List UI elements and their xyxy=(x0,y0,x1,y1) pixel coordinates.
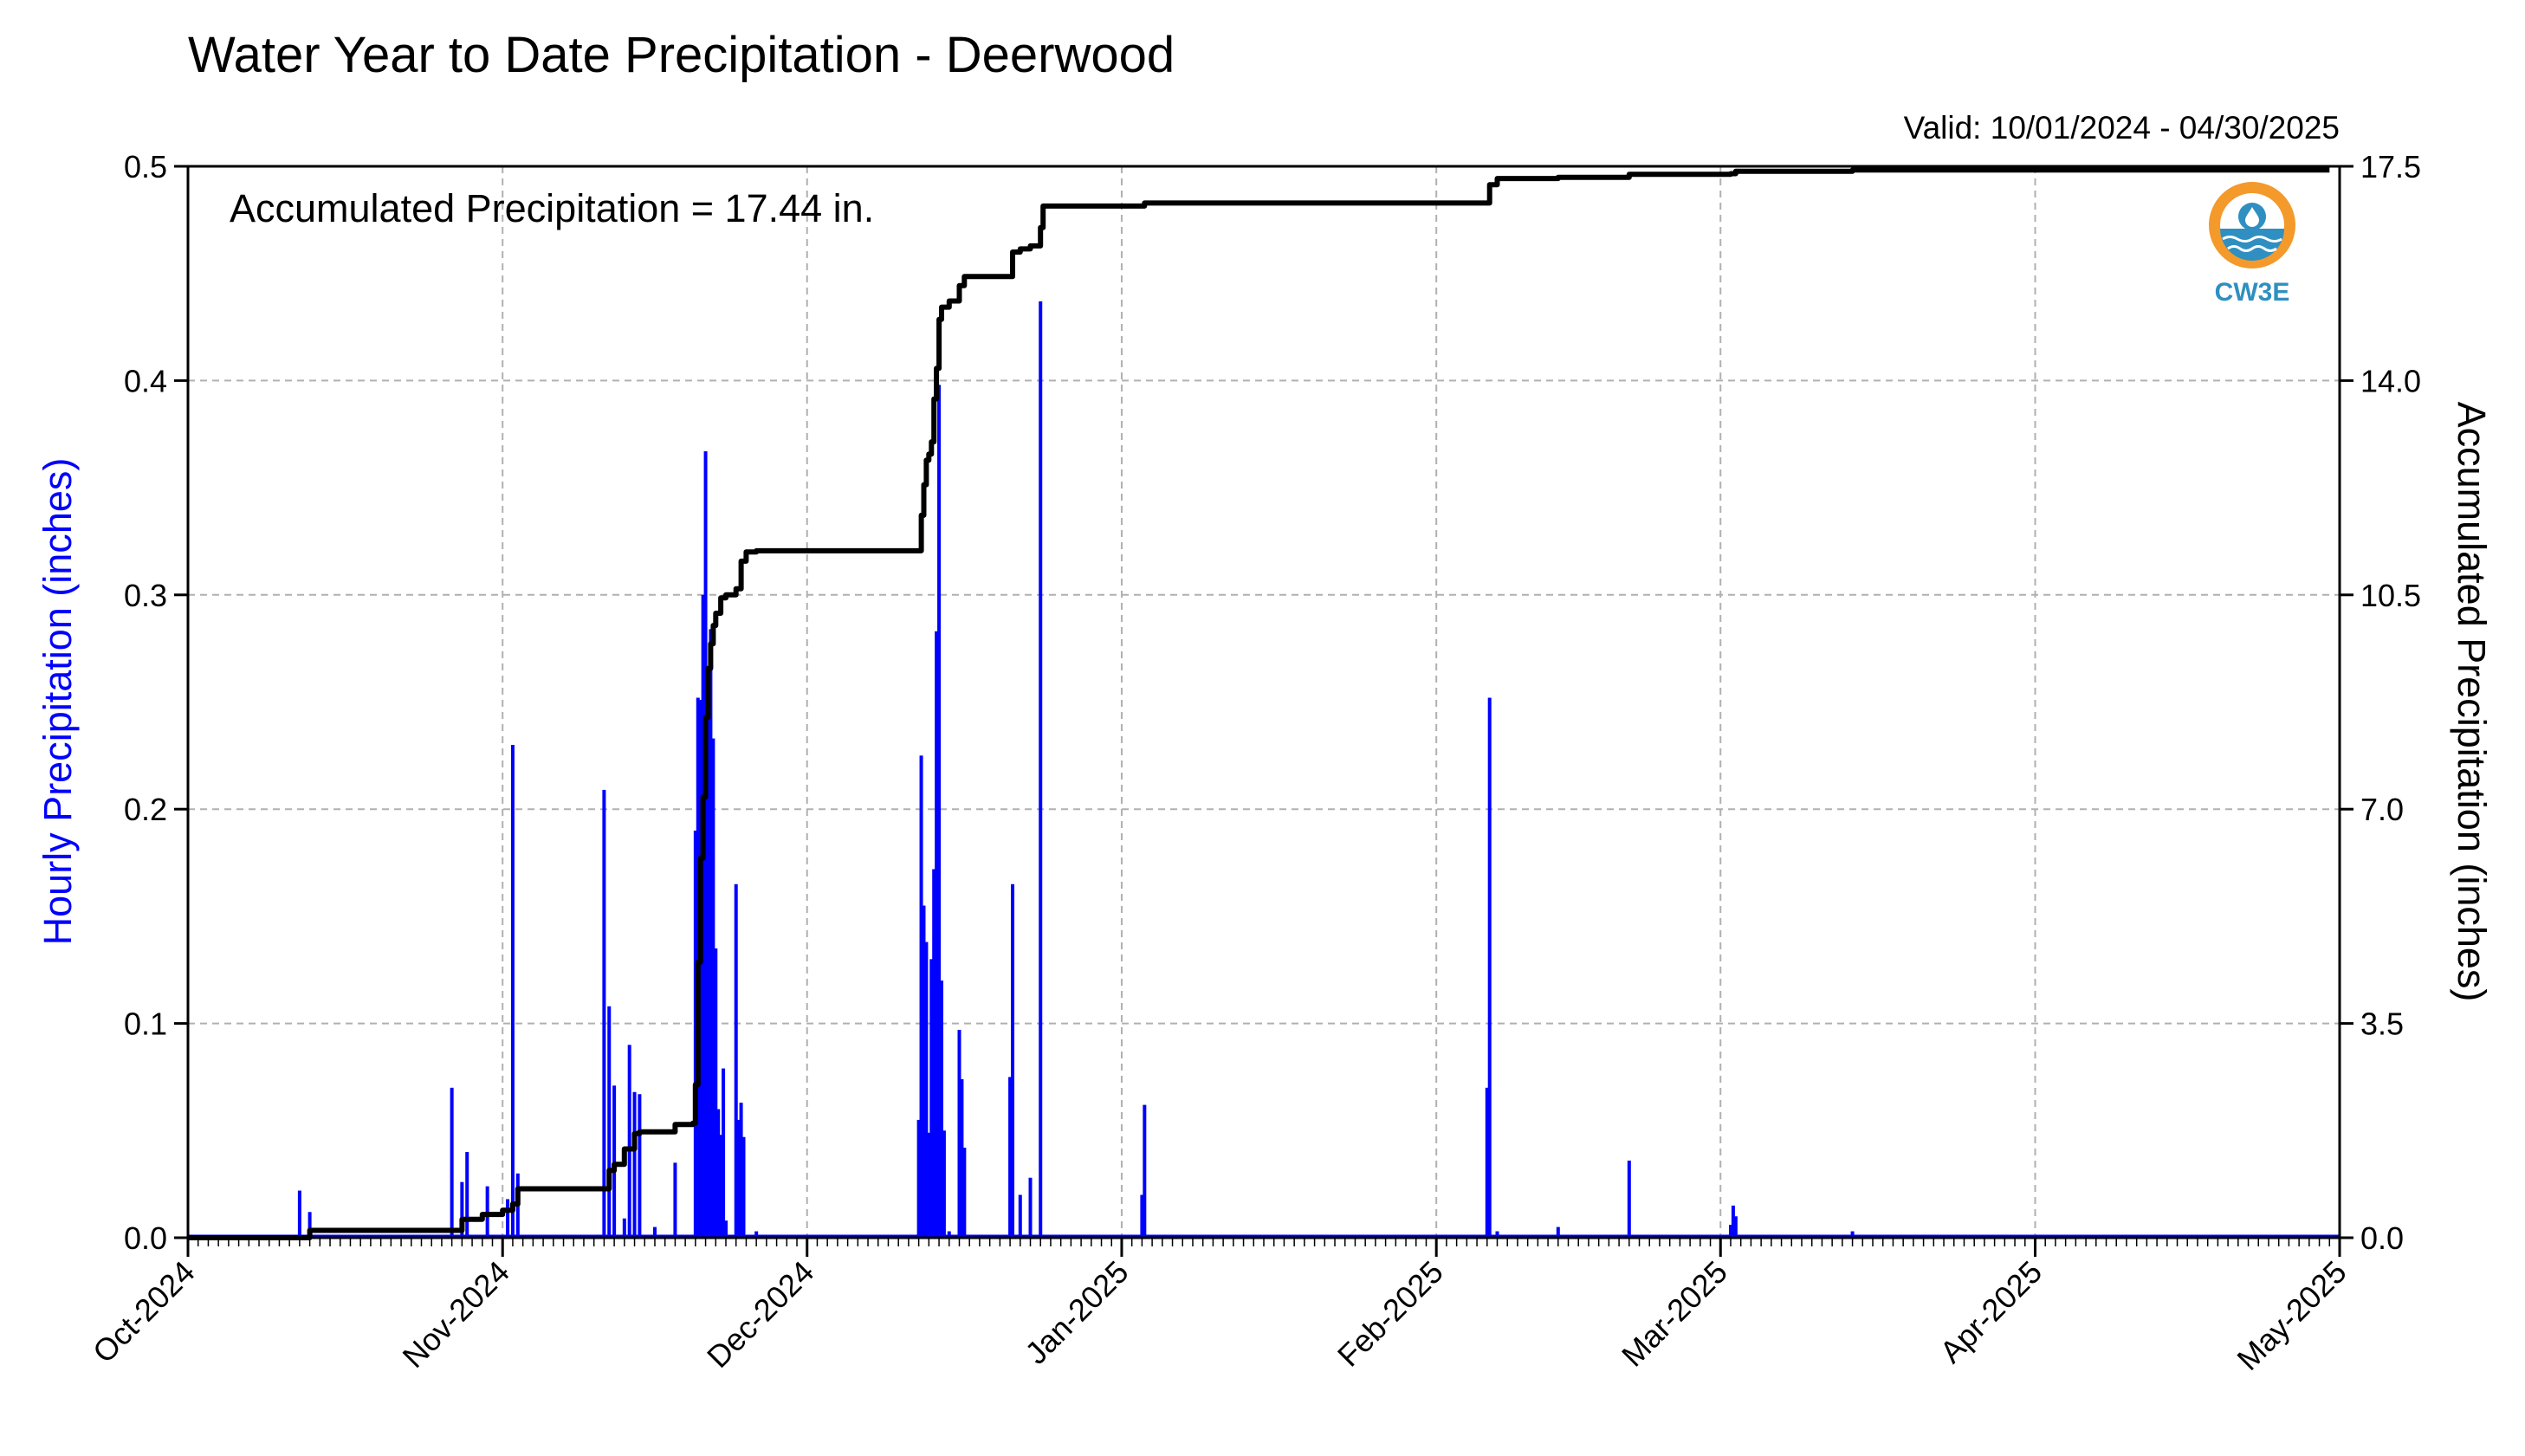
hourly-bar xyxy=(602,789,606,1238)
hourly-bar xyxy=(1556,1226,1560,1238)
hourly-bar xyxy=(1850,1231,1855,1238)
axis-tick-labels: 0.0 0.1 0.2 0.3 0.4 0.5 0.0 3.5 7.0 10.5 14.0 17.5 O… xyxy=(86,149,2421,1377)
x-tick-label: Nov-2024 xyxy=(396,1254,516,1375)
hourly-bar xyxy=(937,385,942,1238)
y-tick-label: 0.2 xyxy=(124,792,167,827)
accumulated-line xyxy=(188,167,2330,1240)
hourly-bar xyxy=(716,1109,721,1238)
hourly-bar xyxy=(924,942,929,1238)
water-drop-icon xyxy=(2245,207,2259,227)
hourly-bar xyxy=(932,869,936,1238)
hourly-bar xyxy=(1728,1225,1732,1238)
hourly-bar xyxy=(711,738,715,1238)
hourly-bar xyxy=(927,1132,931,1238)
hourly-bar xyxy=(754,1231,759,1238)
hourly-bar xyxy=(632,1091,637,1238)
logo-wave-line-2 xyxy=(2227,245,2277,252)
x-tick-label: Dec-2024 xyxy=(700,1254,820,1375)
hourly-bar xyxy=(935,631,939,1238)
plot-frame xyxy=(186,165,2341,1239)
hourly-bar xyxy=(722,1068,726,1238)
y-tick-label: 0.5 xyxy=(124,149,167,184)
hourly-bar xyxy=(612,1085,617,1238)
hourly-bar xyxy=(465,1152,469,1238)
x-tick-label: Apr-2025 xyxy=(1933,1254,2049,1370)
hourly-bar xyxy=(1008,1077,1013,1238)
hourly-bar xyxy=(1627,1160,1631,1238)
accumulated-line-layer xyxy=(188,167,2330,1240)
x-tick-label: Feb-2025 xyxy=(1330,1254,1450,1374)
hourly-bar xyxy=(1485,1087,1489,1238)
hourly-bar xyxy=(942,1130,946,1238)
hourly-bar xyxy=(1018,1194,1022,1238)
hourly-bar xyxy=(607,1006,612,1238)
y-tick-label: 0.1 xyxy=(124,1006,167,1042)
hourly-bar xyxy=(706,702,710,1238)
grid-lines xyxy=(188,166,2340,1238)
valid-date-range: Valid: 10/01/2024 - 04/30/2025 xyxy=(1904,110,2340,146)
logo-waves xyxy=(2220,229,2284,261)
hourly-bar xyxy=(1495,1231,1499,1238)
hourly-bar xyxy=(724,1220,728,1238)
cw3e-logo: CW3E xyxy=(2209,182,2295,307)
accumulated-annotation: Accumulated Precipitation = 17.44 in. xyxy=(230,186,874,230)
x-tick-label: Mar-2025 xyxy=(1615,1254,1734,1374)
hourly-bar xyxy=(929,959,934,1238)
hourly-bar xyxy=(1731,1205,1735,1238)
logo-wave-line-1 xyxy=(2222,236,2282,243)
y-tick-label: 0.3 xyxy=(124,578,167,613)
hourly-bar xyxy=(739,1103,743,1238)
hourly-bar xyxy=(916,1119,921,1238)
hourly-bar xyxy=(673,1162,677,1238)
hourly-bar xyxy=(627,1045,631,1238)
hourly-bar xyxy=(962,1148,967,1238)
hourly-bar xyxy=(939,980,943,1238)
hourly-bar xyxy=(960,1078,964,1238)
logo-text: CW3E xyxy=(2215,278,2290,307)
y-axis-title-accumulated: Accumulated Precipitation (inches) xyxy=(2450,402,2494,1002)
hourly-bar xyxy=(1028,1177,1033,1238)
y2-tick-label: 14.0 xyxy=(2360,363,2421,398)
hourly-bar xyxy=(709,629,713,1238)
x-tick-label: Jan-2025 xyxy=(1018,1254,1135,1371)
hourly-bar xyxy=(1140,1194,1144,1238)
y2-tick-label: 7.0 xyxy=(2360,792,2404,827)
axis-ticks xyxy=(174,165,2353,1257)
hourly-bar xyxy=(1011,883,1015,1238)
hourly-bar xyxy=(957,1030,961,1238)
y-tick-label: 0.0 xyxy=(124,1220,167,1256)
hourly-bar xyxy=(736,1119,741,1238)
hourly-precipitation-bars xyxy=(188,301,2340,1238)
hourly-bar xyxy=(622,1218,626,1238)
hourly-bar xyxy=(460,1181,464,1238)
hourly-bar xyxy=(1487,697,1492,1238)
hourly-bar xyxy=(638,1094,642,1238)
y-tick-label: 0.4 xyxy=(124,363,167,398)
hourly-bar xyxy=(297,1190,301,1238)
y2-tick-label: 10.5 xyxy=(2360,578,2421,613)
hourly-bar xyxy=(741,1136,746,1238)
hourly-bar xyxy=(450,1087,454,1238)
hourly-bar xyxy=(652,1226,657,1238)
hourly-bar xyxy=(1039,301,1043,1238)
y2-tick-label: 3.5 xyxy=(2360,1006,2404,1042)
hourly-bar xyxy=(719,1135,723,1238)
hourly-bar xyxy=(1143,1104,1147,1238)
hourly-bar xyxy=(510,744,515,1238)
hourly-bar xyxy=(734,883,738,1238)
hourly-bar xyxy=(947,1231,951,1238)
hourly-bar xyxy=(308,1212,312,1238)
hourly-bar xyxy=(919,755,923,1238)
x-tick-label: Oct-2024 xyxy=(86,1254,202,1370)
y-axis-title-hourly: Hourly Precipitation (inches) xyxy=(36,458,80,946)
hourly-bar xyxy=(922,905,926,1238)
x-tick-label: May-2025 xyxy=(2230,1254,2353,1377)
y2-tick-label: 0.0 xyxy=(2360,1220,2404,1256)
hourly-bar xyxy=(714,948,718,1238)
chart-title: Water Year to Date Precipitation - Deerw… xyxy=(188,27,1175,83)
hourly-bar xyxy=(1733,1216,1738,1238)
y2-tick-label: 17.5 xyxy=(2360,149,2421,184)
hourly-bar xyxy=(506,1199,510,1238)
